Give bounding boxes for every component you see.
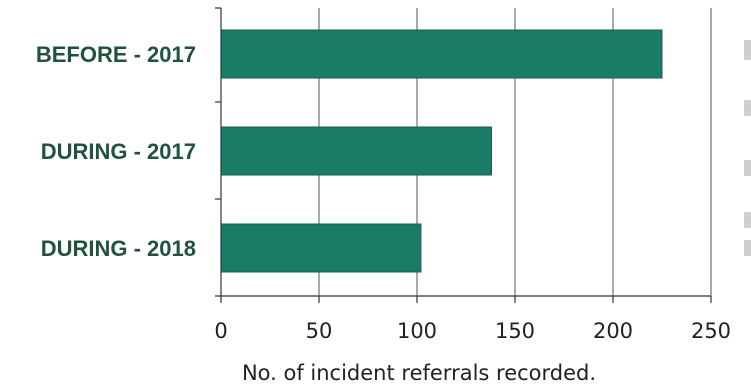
x-tick-label: 50 (306, 319, 333, 343)
category-label: BEFORE - 2017 (36, 42, 196, 67)
category-label: DURING - 2017 (41, 139, 196, 164)
axes (215, 7, 712, 303)
bar (220, 29, 663, 79)
x-tick-label: 250 (691, 319, 731, 343)
bars (220, 29, 663, 273)
category-labels: BEFORE - 2017 DURING - 2017 DURING - 2018 (36, 42, 196, 261)
bar (220, 223, 422, 273)
bar (220, 126, 492, 176)
cropped-edge-marks (744, 40, 751, 256)
x-tick-label: 150 (495, 319, 535, 343)
x-axis-title: No. of incident referrals recorded. (242, 361, 596, 385)
category-label: DURING - 2018 (41, 236, 196, 261)
x-tick-labels: 0 50 100 150 200 250 (214, 319, 731, 343)
x-tick-label: 0 (214, 319, 227, 343)
x-tick-label: 100 (397, 319, 437, 343)
x-tick-label: 200 (593, 319, 633, 343)
